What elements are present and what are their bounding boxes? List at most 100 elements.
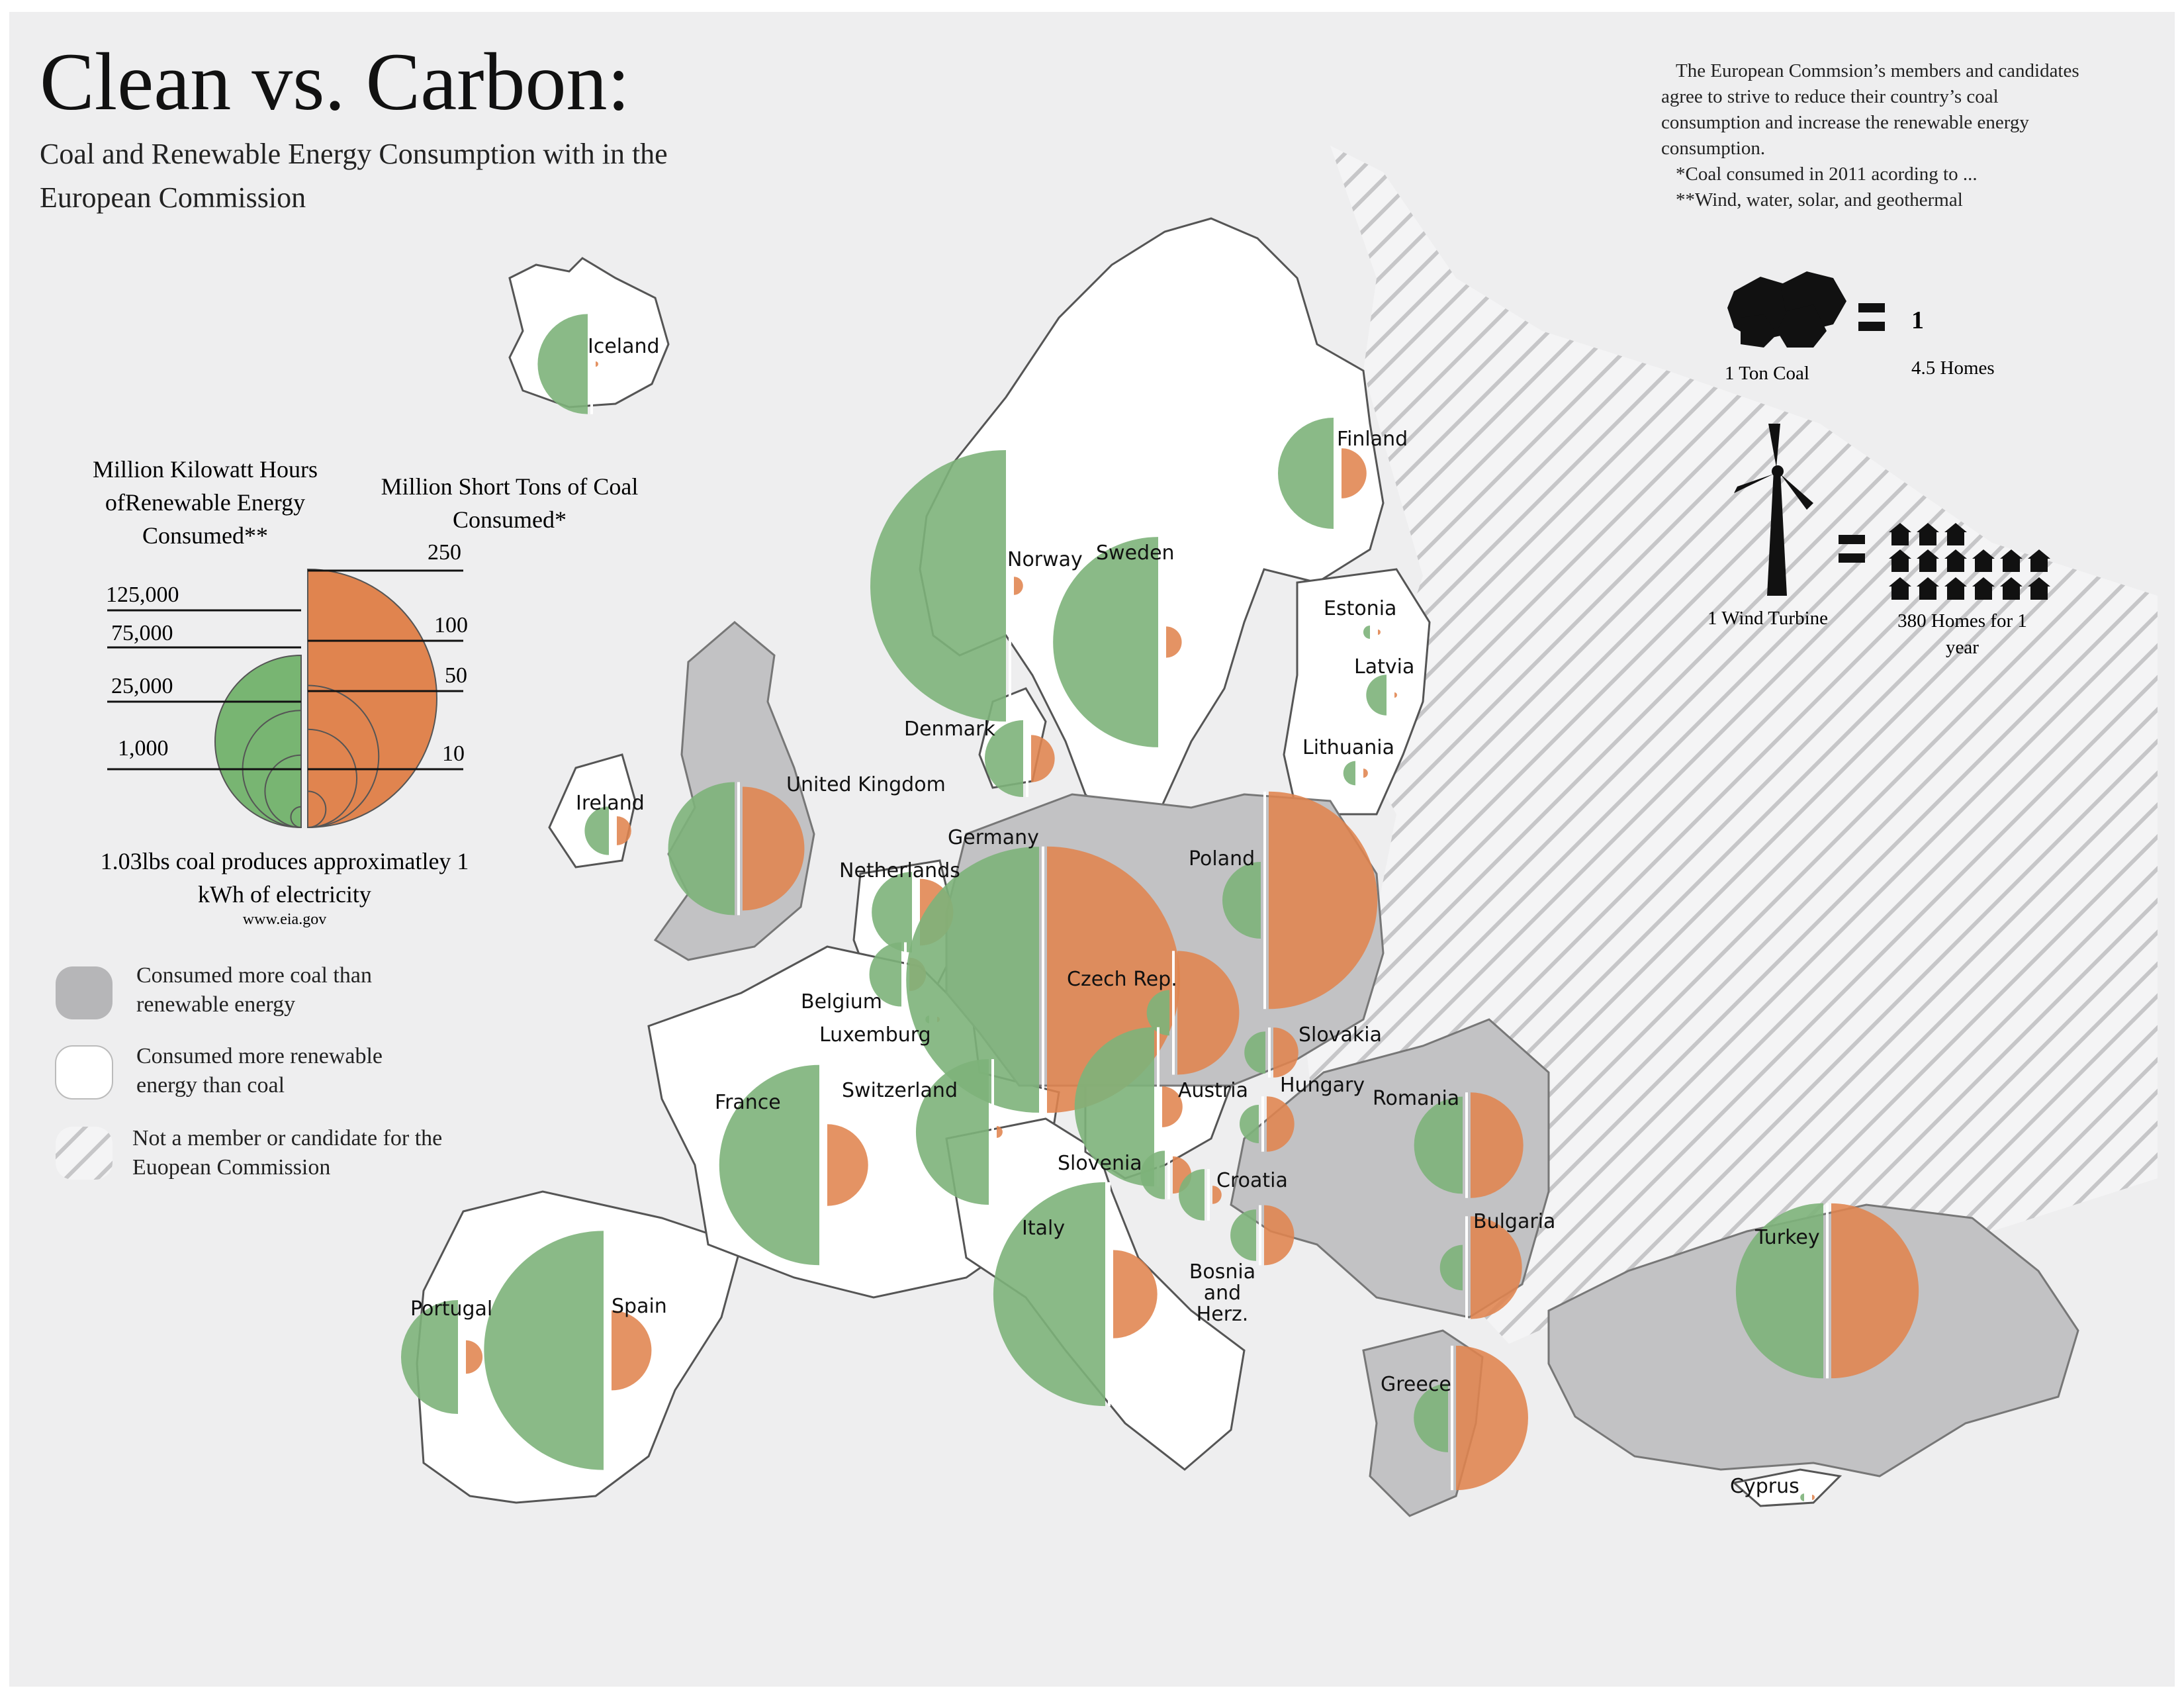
legend-coal-max-circle <box>307 568 437 829</box>
coal-equiv-homes: 4.5 Homes <box>1911 357 1995 379</box>
category-legend-swatches <box>55 966 113 1180</box>
label-greece: Greece <box>1381 1373 1451 1396</box>
coal-half-greece <box>1456 1345 1528 1491</box>
label-cyprus: Cyprus <box>1730 1475 1799 1498</box>
label-hungary: Hungary <box>1280 1074 1365 1097</box>
renewable-half-cyprus <box>1800 1493 1804 1501</box>
home-icon-2 <box>1944 523 1967 545</box>
home-icon-8 <box>2028 549 2050 572</box>
coal-half-hungary <box>1267 1096 1295 1152</box>
label-denmark: Denmark <box>904 718 995 741</box>
coal-half-france <box>827 1124 868 1206</box>
coal-half-spain <box>612 1310 652 1391</box>
coal-half-poland <box>1269 791 1378 1009</box>
label-united-kingdom: United Kingdom <box>786 773 946 796</box>
label-austria: Austria <box>1178 1079 1248 1102</box>
label-turkey: Turkey <box>1755 1226 1820 1249</box>
renewable-heavy-swatch <box>55 1045 113 1100</box>
coal-half-iceland <box>596 361 598 367</box>
intro-paragraph: The European Commsion’s members and cand… <box>1661 60 2079 159</box>
renewable-half-norway <box>870 449 1006 722</box>
label-estonia: Estonia <box>1324 597 1397 620</box>
label-poland: Poland <box>1189 847 1255 870</box>
renewable-half-denmark <box>985 720 1023 797</box>
coal-half-norway <box>1014 577 1023 595</box>
coal-tick-100: 100 <box>434 613 468 637</box>
source-note: www.eia.gov <box>242 911 327 928</box>
legend-renewable-ring-1 <box>264 754 302 828</box>
renewable-half-hungary <box>1240 1105 1259 1143</box>
renewable-half-spain <box>484 1231 604 1470</box>
renewable-half-czech-rep <box>1146 990 1169 1036</box>
renewable-tick-25000: 25,000 <box>111 674 173 698</box>
coal-half-finland <box>1342 448 1367 498</box>
renewable-half-bulgaria <box>1439 1244 1463 1291</box>
renewable-half-slovakia <box>1244 1031 1265 1074</box>
label-ireland: Ireland <box>576 792 645 815</box>
renewable-half-germany <box>906 847 1039 1113</box>
homes-icon-grid <box>1889 523 2050 600</box>
turbine-equals-icon <box>1839 535 1865 563</box>
coal-half-denmark <box>1031 735 1055 782</box>
coal-half-bosnia-and-herz <box>1264 1205 1295 1266</box>
coal-half-italy <box>1113 1250 1158 1338</box>
renewable-tick-75000: 75,000 <box>111 621 173 645</box>
label-bulgaria: Bulgaria <box>1473 1210 1556 1233</box>
coal-half-estonia <box>1378 630 1381 635</box>
label-sweden: Sweden <box>1096 541 1175 565</box>
renewable-scale-title: Million Kilowatt Hours ofRenewable Energ… <box>93 456 318 549</box>
home-icon-10 <box>1917 577 1939 600</box>
coal-half-cyprus <box>1812 1495 1815 1500</box>
coal-half-portugal <box>466 1340 483 1374</box>
turbine-equiv-homes: 380 Homes for 1 year <box>1897 610 2027 658</box>
coal-half-slovakia <box>1273 1027 1298 1078</box>
page-subtitle: Coal and Renewable Energy Consumption wi… <box>40 138 668 214</box>
label-iceland: Iceland <box>588 335 660 358</box>
scale-legend <box>107 568 463 829</box>
home-icon-3 <box>1889 549 1911 572</box>
legend-coal-ring-2 <box>307 790 327 828</box>
label-lithuania: Lithuania <box>1302 736 1394 759</box>
label-netherlands: Netherlands <box>839 859 960 882</box>
renewable-half-estonia <box>1363 625 1370 639</box>
label-slovenia: Slovenia <box>1058 1152 1142 1175</box>
conversion-note: 1.03lbs coal produces approximatley 1 kW… <box>100 848 469 908</box>
renewable-footnote: **Wind, water, solar, and geothermal <box>1676 189 1963 211</box>
renewable-half-romania <box>1414 1096 1463 1194</box>
label-latvia: Latvia <box>1354 655 1415 679</box>
label-bosnia: Bosnia and Herz. <box>1189 1260 1256 1326</box>
renewable-half-switzerland <box>915 1058 989 1205</box>
label-belgium: Belgium <box>801 990 882 1013</box>
label-romania: Romania <box>1373 1087 1460 1110</box>
home-icon-11 <box>1944 577 1967 600</box>
label-slovakia: Slovakia <box>1298 1023 1382 1047</box>
baltics-shape <box>1283 568 1431 816</box>
renewable-half-latvia <box>1366 675 1387 716</box>
home-icon-13 <box>2000 577 2023 600</box>
coal-footnote: *Coal consumed in 2011 acording to ... <box>1676 164 1978 185</box>
label-czech-rep: Czech Rep. <box>1067 968 1177 991</box>
home-icon-14 <box>2028 577 2050 600</box>
renewable-half-turkey <box>1735 1203 1823 1379</box>
label-norway: Norway <box>1007 548 1083 571</box>
renewable-half-lithuania <box>1343 761 1355 786</box>
coal-tick-50: 50 <box>445 663 467 688</box>
home-icon-5 <box>1944 549 1967 572</box>
renewable-half-portugal <box>400 1299 458 1415</box>
label-spain: Spain <box>612 1295 667 1318</box>
wind-turbine-icon <box>1734 424 1813 596</box>
renewable-half-iceland <box>537 314 588 414</box>
coal-half-sweden <box>1166 626 1182 658</box>
renewable-half-united-kingdom <box>668 782 735 915</box>
coal-half-austria <box>1162 1086 1183 1127</box>
coal-half-switzerland <box>997 1126 1003 1138</box>
label-germany: Germany <box>948 826 1039 849</box>
renewable-half-netherlands <box>872 872 912 953</box>
home-icon-0 <box>1889 523 1911 545</box>
country-symbols <box>400 314 1919 1501</box>
legend-renewable-heavy: Consumed more renewable energy than coal <box>136 1044 383 1098</box>
renewable-half-bosnia-and-herz <box>1230 1209 1256 1261</box>
renewable-half-finland <box>1278 417 1334 530</box>
legend-coal-heavy: Consumed more coal than renewable energy <box>136 963 372 1017</box>
